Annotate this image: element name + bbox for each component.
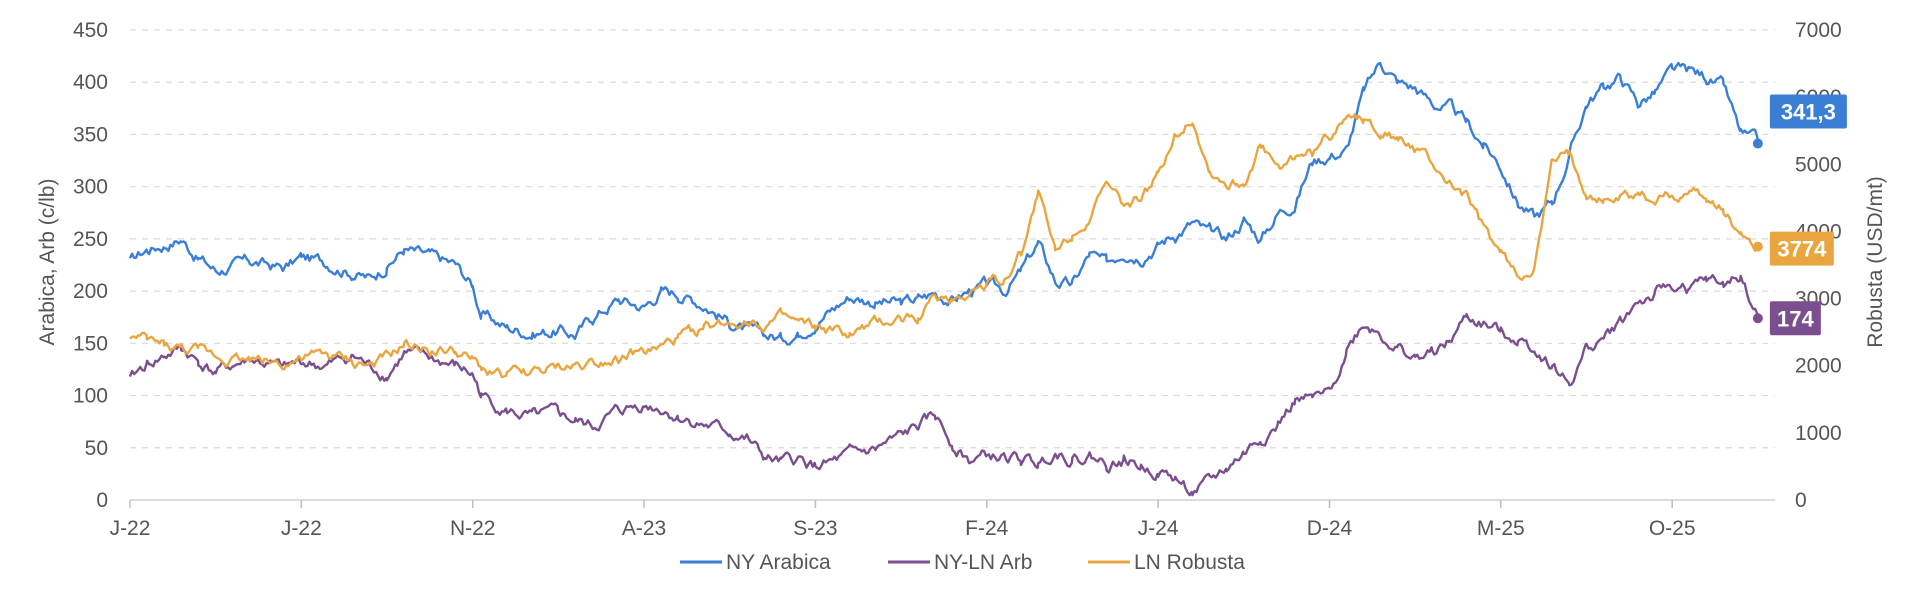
ln-robusta-end-point bbox=[1752, 241, 1763, 252]
y-left-tick-label: 200 bbox=[73, 280, 108, 303]
ny-arabica-line bbox=[128, 61, 1760, 346]
x-tick-label: J-22 bbox=[110, 517, 151, 540]
y-right-tick-label: 0 bbox=[1795, 489, 1807, 512]
y-left-tick-labels: 0 50 100 150 200 250 300 350 400 450 bbox=[73, 19, 108, 512]
y-left-tick-label: 250 bbox=[73, 228, 108, 251]
ny-arabica-end-point bbox=[1752, 138, 1763, 149]
x-tick-label: J-22 bbox=[281, 517, 322, 540]
x-tick-label: F-24 bbox=[965, 517, 1009, 540]
y-left-tick-label: 0 bbox=[96, 489, 108, 512]
y-left-tick-label: 150 bbox=[73, 332, 108, 355]
x-tick-label: M-25 bbox=[1477, 517, 1525, 540]
series-lines bbox=[128, 61, 1760, 497]
y-right-tick-label: 5000 bbox=[1795, 153, 1842, 176]
ny-ln-arb-line bbox=[128, 274, 1760, 497]
x-tick-label: D-24 bbox=[1307, 517, 1353, 540]
gridlines bbox=[130, 29, 1775, 449]
y-right-tick-label: 7000 bbox=[1795, 19, 1842, 42]
x-tick-label: A-23 bbox=[622, 517, 666, 540]
ln-robusta-end-badge bbox=[1769, 231, 1834, 266]
legend-label-ny-arabica: NY Arabica bbox=[726, 551, 831, 574]
y-left-tick-label: 50 bbox=[85, 437, 108, 460]
ny-arabica-end-label: 341,3 bbox=[1781, 100, 1836, 125]
ny-arabica-end-badge bbox=[1769, 94, 1847, 129]
ny-ln-arb-end-label: 174 bbox=[1777, 306, 1814, 331]
y-right-tick-label: 2000 bbox=[1795, 355, 1842, 378]
y-right-tick-label: 1000 bbox=[1795, 422, 1842, 445]
y-left-tick-label: 450 bbox=[73, 19, 108, 42]
ny-ln-arb-end-point bbox=[1752, 313, 1763, 324]
x-tick-labels: J-22 J-22 N-22 A-23 S-23 F-24 J-24 D-24 M-25 O-25 bbox=[110, 500, 1696, 540]
legend-label-ny-ln-arb: NY-LN Arb bbox=[934, 551, 1032, 574]
ln-robusta-line bbox=[129, 113, 1759, 379]
series-end-labels: 341,3 174 3774 bbox=[1752, 94, 1847, 336]
ln-robusta-end-label: 3774 bbox=[1777, 237, 1827, 262]
y-left-tick-label: 350 bbox=[73, 123, 108, 146]
y-left-tick-label: 400 bbox=[73, 71, 108, 94]
x-tick-label: N-22 bbox=[450, 517, 496, 540]
x-tick-label: J-24 bbox=[1138, 517, 1179, 540]
y-right-axis-title: Robusta (USD/mt) bbox=[1864, 176, 1887, 348]
legend-label-ln-robusta: LN Robusta bbox=[1134, 551, 1245, 574]
y-left-axis-title: Arabica, Arb (c/lb) bbox=[36, 179, 59, 346]
legend: NY Arabica NY-LN Arb LN Robusta bbox=[680, 551, 1245, 574]
x-tick-label: O-25 bbox=[1649, 517, 1696, 540]
ny-ln-arb-end-badge bbox=[1769, 301, 1821, 336]
x-tick-label: S-23 bbox=[793, 517, 837, 540]
y-left-tick-label: 100 bbox=[73, 385, 108, 408]
y-left-tick-label: 300 bbox=[73, 176, 108, 199]
